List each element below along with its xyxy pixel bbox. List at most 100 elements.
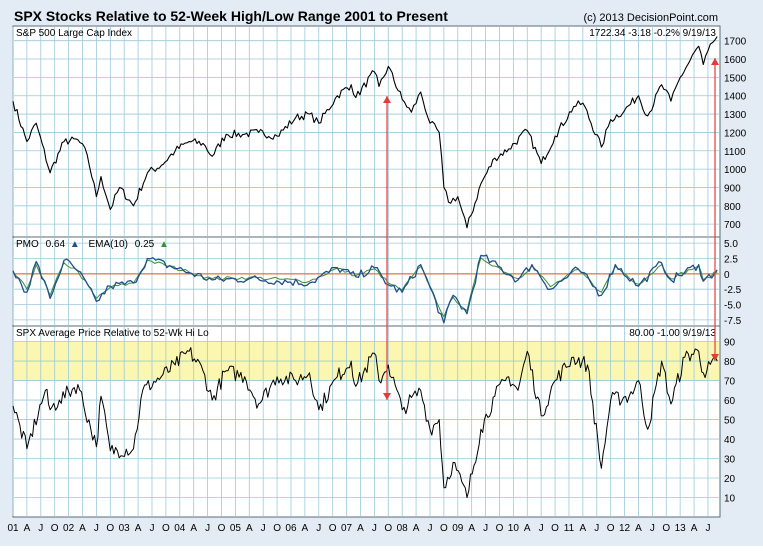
y-tick-label: 80 xyxy=(724,357,736,368)
x-tick-label: 06 xyxy=(285,523,297,534)
y-tick-label: 70 xyxy=(724,377,736,388)
y-tick-label: -2.5 xyxy=(724,285,742,296)
x-tick-label: A xyxy=(246,523,253,534)
y-tick-label: 1400 xyxy=(724,92,747,103)
copyright-text: (c) 2013 DecisionPoint.com xyxy=(583,12,718,24)
x-tick-label: 02 xyxy=(63,523,75,534)
x-tick-label: O xyxy=(106,523,114,534)
x-tick-label: O xyxy=(607,523,615,534)
y-tick-label: 1700 xyxy=(724,37,747,48)
x-tick-label: A xyxy=(24,523,31,534)
pmo-panel: -7.5 -5.0 -2.5 0 2.5 5.0 PMO 0.64 ▲ EMA(10) 0… xyxy=(12,236,742,327)
x-tick-label: 11 xyxy=(564,523,575,534)
x-tick-label: J xyxy=(205,523,210,534)
pmo-line xyxy=(12,254,718,324)
y-tick-label: 20 xyxy=(724,474,736,485)
x-tick-label: 04 xyxy=(174,523,186,534)
y-tick-label: -7.5 xyxy=(724,316,742,327)
y-tick-label: 5.0 xyxy=(724,239,738,250)
pmo-legend-label: PMO xyxy=(16,239,39,250)
x-tick-label: J xyxy=(427,523,432,534)
y-tick-label: 1100 xyxy=(724,147,746,158)
x-tick-label: J xyxy=(38,523,43,534)
y-tick-label: 1200 xyxy=(724,128,747,139)
price-line xyxy=(12,36,718,229)
pmo-legend-value: 0.64 xyxy=(46,239,66,250)
y-tick-label: 50 xyxy=(724,416,736,427)
x-tick-label: O xyxy=(551,523,559,534)
x-tick-label: A xyxy=(691,523,698,534)
x-tick-label: 08 xyxy=(397,523,409,534)
avg-series xyxy=(12,347,718,498)
avg-readout: 80.00 -1.00 9/19/13 xyxy=(629,328,716,339)
arrow-2007-signal-tail-head xyxy=(383,96,391,103)
y-tick-label: 40 xyxy=(724,435,736,446)
pmo-up-arrow-icon: ▲ xyxy=(70,239,80,250)
x-tick-label: J xyxy=(316,523,321,534)
arrow-2013-signal-tail-head xyxy=(711,58,719,65)
y-tick-label: 1500 xyxy=(724,73,747,84)
x-tick-label: O xyxy=(384,523,392,534)
x-axis: 01 A J O 02 A J O 03 A J O 04 A J O 05 A J O 06 A J O 07 A J O 08 A J O… xyxy=(7,523,710,534)
price-gridlines xyxy=(12,27,719,236)
x-tick-label: O xyxy=(273,523,281,534)
x-tick-label: A xyxy=(580,523,587,534)
ema-legend-value: 0.25 xyxy=(135,239,155,250)
x-tick-label: J xyxy=(594,523,599,534)
x-tick-label: J xyxy=(261,523,266,534)
x-tick-label: J xyxy=(483,523,488,534)
avg-panel-label: SPX Average Price Relative to 52-Wk Hi L… xyxy=(16,328,209,339)
x-tick-label: A xyxy=(524,523,531,534)
price-panel: 700 800 900 1000 1100 1200 1300 1400 1500 1600 170… xyxy=(12,25,747,238)
x-tick-label: A xyxy=(135,523,142,534)
x-tick-label: J xyxy=(372,523,377,534)
chart-title: SPX Stocks Relative to 52-Week High/Low … xyxy=(14,8,448,24)
y-tick-label: 700 xyxy=(724,220,741,231)
x-tick-label: O xyxy=(440,523,448,534)
arrow-2013-signal-head xyxy=(711,354,719,361)
x-tick-label: 09 xyxy=(452,523,464,534)
pmo-y-axis: -7.5 -5.0 -2.5 0 2.5 5.0 xyxy=(724,239,742,327)
x-tick-label: 07 xyxy=(341,523,353,534)
x-tick-label: O xyxy=(51,523,59,534)
pmo-plot-area xyxy=(12,236,721,327)
x-tick-label: O xyxy=(662,523,670,534)
x-tick-label: A xyxy=(413,523,420,534)
x-tick-label: A xyxy=(190,523,197,534)
ema-legend-label: EMA(10) xyxy=(89,239,128,250)
y-tick-label: 900 xyxy=(724,183,741,194)
ema-up-arrow-icon: ▲ xyxy=(159,239,169,250)
y-tick-label: 2.5 xyxy=(724,254,738,265)
x-tick-label: A xyxy=(468,523,475,534)
signal-arrows xyxy=(383,58,719,400)
price-series xyxy=(12,36,718,229)
x-tick-label: 12 xyxy=(619,523,631,534)
x-tick-label: J xyxy=(149,523,154,534)
price-panel-label: S&P 500 Large Cap Index xyxy=(16,28,132,39)
x-tick-label: 01 xyxy=(7,523,19,534)
y-tick-label: 0 xyxy=(724,270,730,281)
x-tick-label: A xyxy=(302,523,309,534)
avg-price-line xyxy=(12,347,718,498)
y-tick-label: 800 xyxy=(724,202,741,213)
price-plot-area xyxy=(12,25,721,238)
pmo-series xyxy=(12,254,718,324)
x-tick-label: 13 xyxy=(675,523,687,534)
pmo-gridlines xyxy=(12,238,719,325)
x-tick-label: J xyxy=(705,523,710,534)
x-tick-label: A xyxy=(79,523,86,534)
x-tick-label: O xyxy=(218,523,226,534)
x-tick-label: O xyxy=(496,523,504,534)
price-y-axis: 700 800 900 1000 1100 1200 1300 1400 1500 1600 170… xyxy=(724,37,747,231)
y-tick-label: -5.0 xyxy=(724,301,742,312)
y-tick-label: 1300 xyxy=(724,110,747,121)
x-tick-label: A xyxy=(357,523,364,534)
arrow-2007-signal-head xyxy=(383,393,391,400)
pmo-legend: PMO 0.64 ▲ EMA(10) 0.25 ▲ xyxy=(16,239,169,250)
y-tick-label: 60 xyxy=(724,396,736,407)
x-tick-label: O xyxy=(329,523,337,534)
avg-panel: 10 20 30 40 50 60 70 80 90 SPX Average Price Rel… xyxy=(12,325,736,518)
x-tick-label: A xyxy=(635,523,642,534)
